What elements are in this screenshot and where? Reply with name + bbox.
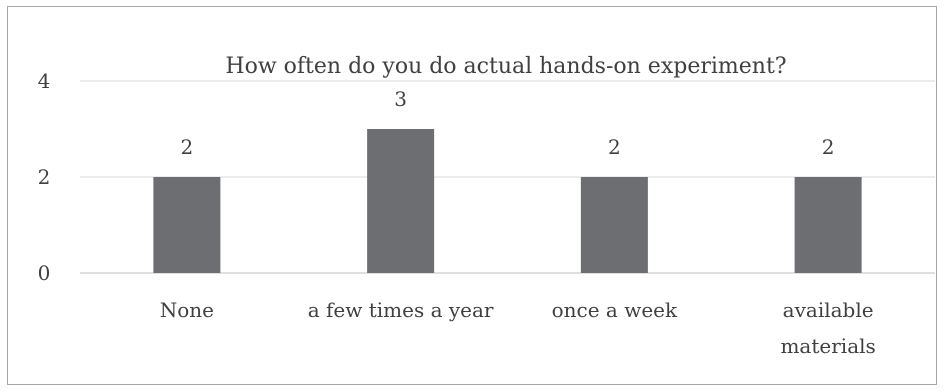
data-label: 2 <box>181 135 194 159</box>
y-tick-label: 4 <box>38 69 51 93</box>
data-label: 3 <box>394 87 407 111</box>
bar <box>153 177 221 273</box>
data-label: 2 <box>608 135 621 159</box>
bar <box>794 177 862 273</box>
y-tick-labels: 0 2 4 <box>38 69 51 285</box>
category-label: None <box>160 298 214 322</box>
data-labels: 2 3 2 2 <box>181 87 835 159</box>
category-labels: None a few times a year once a week availab… <box>160 298 876 358</box>
data-label: 2 <box>822 135 835 159</box>
bars <box>153 129 862 273</box>
category-label: materials <box>780 334 875 358</box>
y-tick-label: 0 <box>38 261 51 285</box>
category-label: available <box>783 298 874 322</box>
bar <box>580 177 648 273</box>
gridlines <box>80 80 935 274</box>
y-tick-label: 2 <box>38 165 51 189</box>
category-label: a few times a year <box>308 298 494 322</box>
category-label: once a week <box>552 298 678 322</box>
bar <box>367 129 435 273</box>
chart-title: How often do you do actual hands-on expe… <box>225 54 786 79</box>
